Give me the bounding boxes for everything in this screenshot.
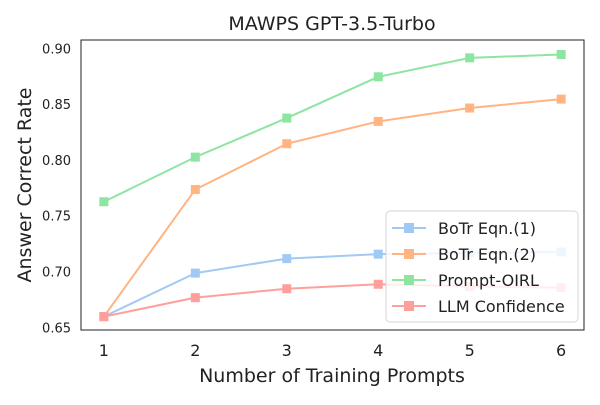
plot-area-frame [80, 39, 585, 331]
legend-label-botr-eqn-2: BoTr Eqn.(2) [438, 245, 536, 264]
data-point-prompt-oirl-x3 [282, 113, 292, 123]
legend-label-botr-eqn-1: BoTr Eqn.(1) [438, 219, 536, 238]
data-point-botr-eqn-2-x2 [190, 184, 200, 194]
data-point-botr-eqn-2-x6 [556, 94, 566, 104]
x-tick-label-5: 5 [465, 341, 475, 360]
legend-box [385, 210, 579, 323]
ticks-layer: 1 2 3 4 5 6 0.65 0.70 0.75 0.80 0.85 0.90 [42, 42, 566, 360]
legend-marker-botr-eqn-1 [404, 223, 414, 233]
series-line-botr-eqn-2 [102, 98, 563, 318]
y-tick-label-0-85: 0.85 [42, 98, 71, 113]
y-tick-label-0-90: 0.90 [42, 42, 71, 57]
y-tick-label-0-65: 0.65 [42, 321, 71, 336]
series-line-prompt-oirl [102, 53, 563, 203]
legend: BoTr Eqn.(1) BoTr Eqn.(2) Prompt-OIRL LL… [385, 210, 579, 323]
y-tick-label-0-80: 0.80 [42, 154, 71, 169]
legend-label-prompt-oirl: Prompt-OIRL [438, 271, 539, 290]
data-point-botr-eqn-2-x5 [465, 103, 475, 113]
data-point-botr-eqn-2-x3 [282, 139, 292, 149]
x-tick-label-1: 1 [99, 341, 109, 360]
data-point-prompt-oirl-x1 [99, 197, 109, 207]
data-point-prompt-oirl-x6 [556, 50, 566, 59]
data-point-llm-confidence-x1 [99, 312, 109, 322]
data-point-prompt-oirl-x2 [190, 152, 200, 162]
legend-marker-botr-eqn-2 [404, 249, 414, 259]
data-point-prompt-oirl-x4 [373, 72, 383, 82]
x-tick-label-2: 2 [190, 341, 200, 360]
data-point-llm-confidence-x4 [373, 279, 383, 289]
legend-entry-llm-confidence: LLM Confidence [392, 297, 565, 316]
x-axis-label: Number of Training Prompts [199, 365, 465, 387]
x-tick-label-6: 6 [556, 341, 566, 360]
y-tick-label-0-70: 0.70 [42, 266, 71, 281]
data-point-llm-confidence-x3 [282, 284, 292, 294]
y-axis-label: Answer Correct Rate [14, 88, 36, 283]
legend-entry-botr-eqn-2: BoTr Eqn.(2) [392, 245, 536, 264]
data-point-botr-eqn-1-x3 [282, 254, 292, 264]
legend-label-llm-confidence: LLM Confidence [438, 297, 565, 316]
legend-marker-prompt-oirl [404, 275, 414, 285]
x-tick-label-4: 4 [373, 341, 383, 360]
x-tick-label-3: 3 [282, 341, 292, 360]
series-prompt-oirl [99, 50, 566, 207]
data-point-llm-confidence-x2 [190, 293, 200, 303]
data-point-botr-eqn-1-x4 [373, 249, 383, 259]
legend-marker-llm-confidence [404, 301, 414, 311]
data-point-botr-eqn-1-x2 [190, 268, 200, 278]
data-point-prompt-oirl-x5 [465, 53, 475, 63]
legend-entry-botr-eqn-1: BoTr Eqn.(1) [392, 219, 536, 238]
chart-title: MAWPS GPT-3.5-Turbo [228, 13, 435, 35]
data-point-botr-eqn-2-x4 [373, 116, 383, 126]
y-tick-label-0-75: 0.75 [42, 210, 71, 225]
legend-entry-prompt-oirl: Prompt-OIRL [392, 271, 539, 290]
